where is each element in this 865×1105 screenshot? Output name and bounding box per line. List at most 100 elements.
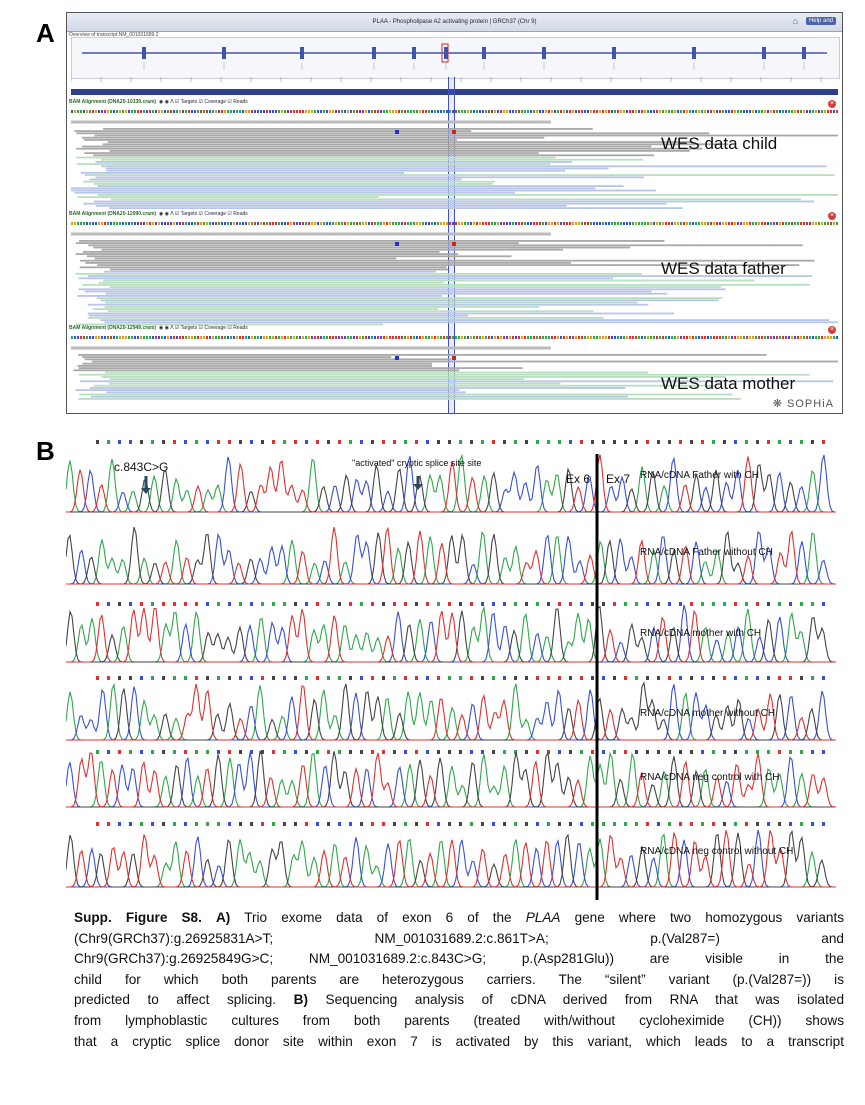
quality-mark — [668, 750, 671, 754]
base-cell — [206, 336, 208, 339]
base-cell — [704, 110, 706, 113]
quality-mark — [745, 750, 748, 754]
base-cell — [230, 336, 232, 339]
base-cell — [104, 222, 106, 225]
read — [109, 268, 449, 271]
figure-label: Supp. Figure S8. — [74, 910, 202, 925]
base-cell — [143, 222, 145, 225]
quality-mark — [525, 602, 528, 606]
quality-mark — [602, 750, 605, 754]
base-cell — [809, 336, 811, 339]
quality-mark — [668, 676, 671, 680]
quality-mark — [96, 440, 99, 444]
caption-text: Trio exome data of exon 6 of the — [244, 910, 512, 925]
base-cell — [569, 222, 571, 225]
base-cell — [407, 110, 409, 113]
base-cell — [86, 336, 88, 339]
quality-mark — [426, 822, 429, 826]
base-cell — [677, 222, 679, 225]
quality-mark — [811, 750, 814, 754]
quality-mark — [734, 676, 737, 680]
base-cell — [365, 336, 367, 339]
quality-mark — [657, 602, 660, 606]
quality-mark — [789, 602, 792, 606]
base-cell — [644, 222, 646, 225]
base-cell — [551, 336, 553, 339]
quality-mark — [547, 602, 550, 606]
quality-mark — [613, 750, 616, 754]
read — [78, 398, 741, 400]
base-cell — [380, 110, 382, 113]
base-cell — [719, 222, 721, 225]
base-cell — [218, 336, 220, 339]
base-cell — [692, 222, 694, 225]
quality-mark — [184, 602, 187, 606]
quality-mark — [591, 822, 594, 826]
base-cell — [776, 336, 778, 339]
quality-mark — [514, 440, 517, 444]
quality-mark — [503, 602, 506, 606]
base-cell — [311, 336, 313, 339]
base-cell — [344, 110, 346, 113]
base-cell — [80, 110, 82, 113]
base-cell — [236, 110, 238, 113]
base-cell — [434, 222, 436, 225]
quality-mark — [690, 822, 693, 826]
base-cell — [722, 222, 724, 225]
base-cell — [386, 222, 388, 225]
base-cell — [614, 336, 616, 339]
quality-mark — [217, 602, 220, 606]
base-cell — [143, 110, 145, 113]
base-cell — [359, 222, 361, 225]
quality-mark — [239, 750, 242, 754]
base-cell — [395, 110, 397, 113]
base-cell — [308, 336, 310, 339]
base-cell — [530, 222, 532, 225]
base-cell — [824, 222, 826, 225]
read — [82, 362, 432, 365]
quality-mark — [822, 750, 825, 754]
quality-mark — [316, 822, 319, 826]
quality-mark — [129, 750, 132, 754]
read — [93, 154, 655, 157]
base-cell — [608, 222, 610, 225]
quality-mark — [668, 822, 671, 826]
quality-mark — [415, 750, 418, 754]
base-cell — [755, 336, 757, 339]
base-cell — [467, 110, 469, 113]
base-cell — [821, 222, 823, 225]
read — [96, 297, 723, 299]
help-button: Help and — [805, 17, 836, 25]
base-cell — [221, 110, 223, 113]
track-label-father: WES data father — [661, 259, 786, 278]
quality-mark — [723, 602, 726, 606]
variant-mark — [452, 242, 456, 246]
base-cell — [752, 110, 754, 113]
quality-mark — [624, 750, 627, 754]
base-cell — [77, 110, 79, 113]
quality-mark — [679, 750, 682, 754]
quality-mark — [580, 602, 583, 606]
base-cell — [221, 222, 223, 225]
base-cell — [176, 222, 178, 225]
base-cell — [668, 110, 670, 113]
variant-arrow-head — [141, 488, 151, 494]
base-cell — [524, 222, 526, 225]
base-cell — [308, 222, 310, 225]
quality-mark — [602, 440, 605, 444]
quality-mark — [129, 822, 132, 826]
base-cell — [347, 222, 349, 225]
quality-mark — [514, 822, 517, 826]
read — [83, 180, 495, 183]
trace-T — [66, 454, 836, 513]
base-cell — [554, 110, 556, 113]
base-cell — [749, 336, 751, 339]
base-cell — [356, 336, 358, 339]
quality-mark — [547, 822, 550, 826]
quality-mark — [228, 602, 231, 606]
base-cell — [194, 110, 196, 113]
quality-mark — [767, 676, 770, 680]
quality-mark — [283, 750, 286, 754]
quality-mark — [448, 822, 451, 826]
base-cell — [521, 110, 523, 113]
